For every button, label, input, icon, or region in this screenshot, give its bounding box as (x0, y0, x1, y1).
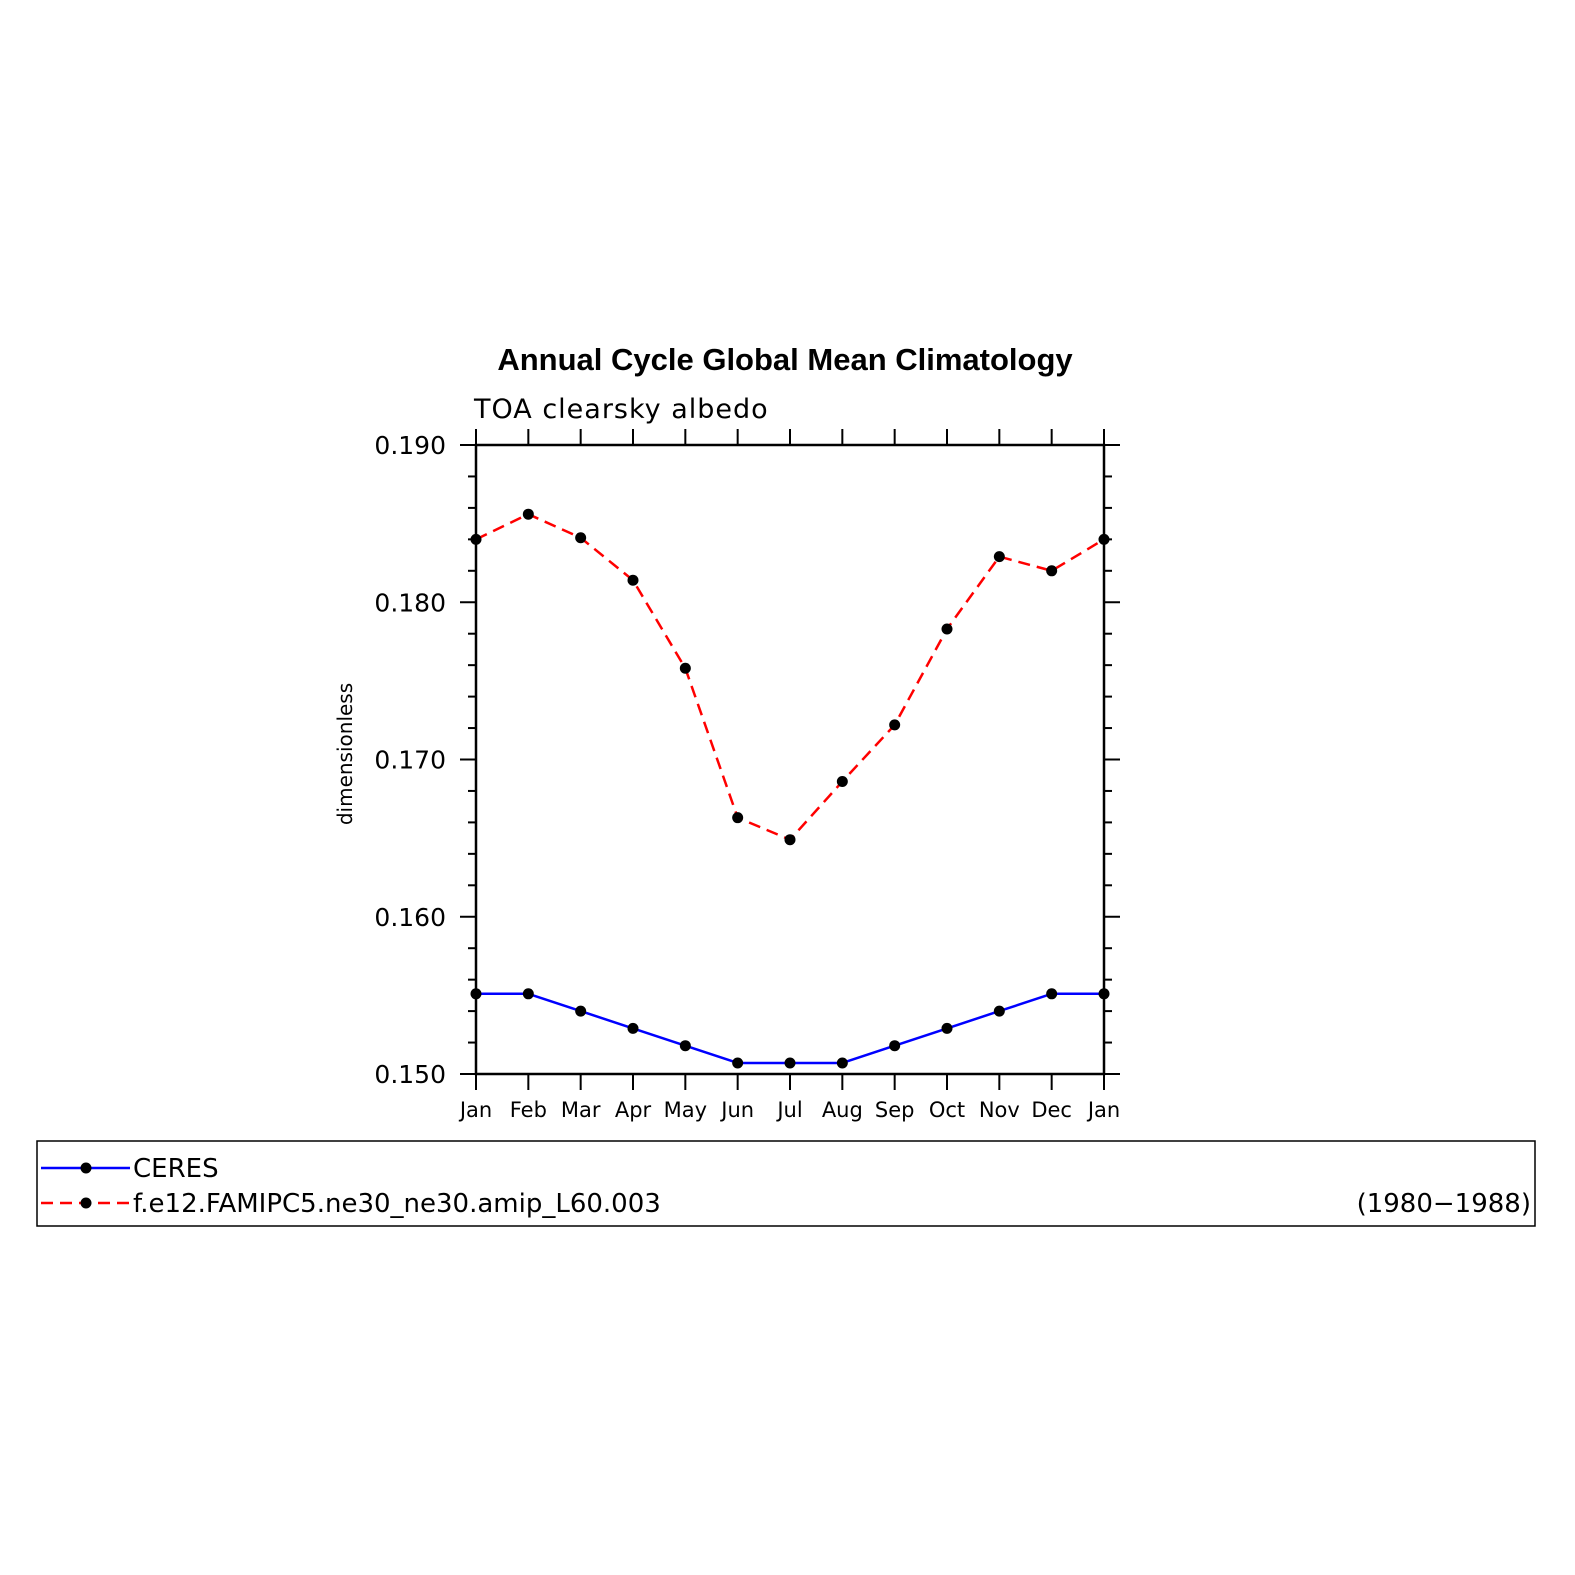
series-1-point (470, 533, 482, 545)
x-tick-label: Jan (458, 1098, 492, 1122)
x-tick-label: Jul (775, 1098, 802, 1122)
y-tick-label: 0.180 (374, 588, 446, 617)
x-tick-label: May (664, 1098, 707, 1122)
x-tick-label: Mar (561, 1098, 601, 1122)
legend-period: (1980−1988) (1357, 1189, 1531, 1219)
series-1-point (575, 532, 587, 544)
x-tick-label: Jun (719, 1098, 754, 1122)
y-tick-label: 0.190 (374, 431, 446, 460)
series-0-point (732, 1057, 744, 1069)
series-0-point (470, 988, 482, 1000)
series-1-point (836, 776, 848, 788)
series-0-point (889, 1040, 901, 1052)
series-0-point (575, 1005, 587, 1017)
legend-marker-model (80, 1197, 92, 1209)
series-0-point (784, 1057, 796, 1069)
series-0-point (1046, 988, 1058, 1000)
series-layer (470, 508, 1110, 1069)
x-tick-label: Oct (929, 1098, 965, 1122)
x-tick-label: Feb (510, 1098, 547, 1122)
x-tick-label: Nov (979, 1098, 1020, 1122)
series-line-1 (475, 512, 1105, 841)
x-tick-label: Dec (1031, 1098, 1072, 1122)
x-tick-label: Apr (615, 1098, 652, 1122)
series-0-point (941, 1022, 953, 1034)
series-0-point (836, 1057, 848, 1069)
series-1-point (941, 623, 953, 635)
series-0-point (522, 988, 534, 1000)
series-1-point (889, 719, 901, 731)
series-1-point (522, 508, 534, 520)
y-axis-label: dimensionless (333, 683, 357, 825)
series-0-point (679, 1040, 691, 1052)
series-0-point (627, 1022, 639, 1034)
series-1-point (784, 834, 796, 846)
series-0-point (993, 1005, 1005, 1017)
y-tick-label: 0.170 (374, 746, 446, 775)
series-1-point (993, 551, 1005, 563)
legend-label-ceres: CERES (133, 1154, 219, 1184)
series-1-point (1046, 565, 1058, 577)
legend-marker-ceres (80, 1162, 92, 1174)
y-tick-label: 0.160 (374, 903, 446, 932)
axes: 0.150 0.160 0.170 0.180 0.190 Jan Feb Mar Apr May… (374, 429, 1120, 1122)
series-1-point (627, 574, 639, 586)
x-tick-label: Jan (1086, 1098, 1120, 1122)
legend: CERES f.e12.FAMIPC5.ne30_ne30.amip_L60.0… (36, 1140, 1536, 1227)
plot-frame (474, 443, 1106, 1076)
x-tick-label: Aug (822, 1098, 863, 1122)
x-tick-label: Sep (875, 1098, 915, 1122)
series-1-point (679, 662, 691, 674)
y-tick-label: 0.150 (374, 1060, 446, 1089)
series-line-0 (476, 992, 1104, 1065)
legend-label-model: f.e12.FAMIPC5.ne30_ne30.amip_L60.003 (133, 1189, 661, 1219)
legend-box (36, 1140, 1536, 1227)
chart-title: Annual Cycle Global Mean Climatology (497, 342, 1073, 377)
series-0-point (1098, 988, 1110, 1000)
chart-subtitle: TOA clearsky albedo (473, 394, 769, 425)
series-1-point (732, 812, 744, 824)
series-1-point (1098, 533, 1110, 545)
